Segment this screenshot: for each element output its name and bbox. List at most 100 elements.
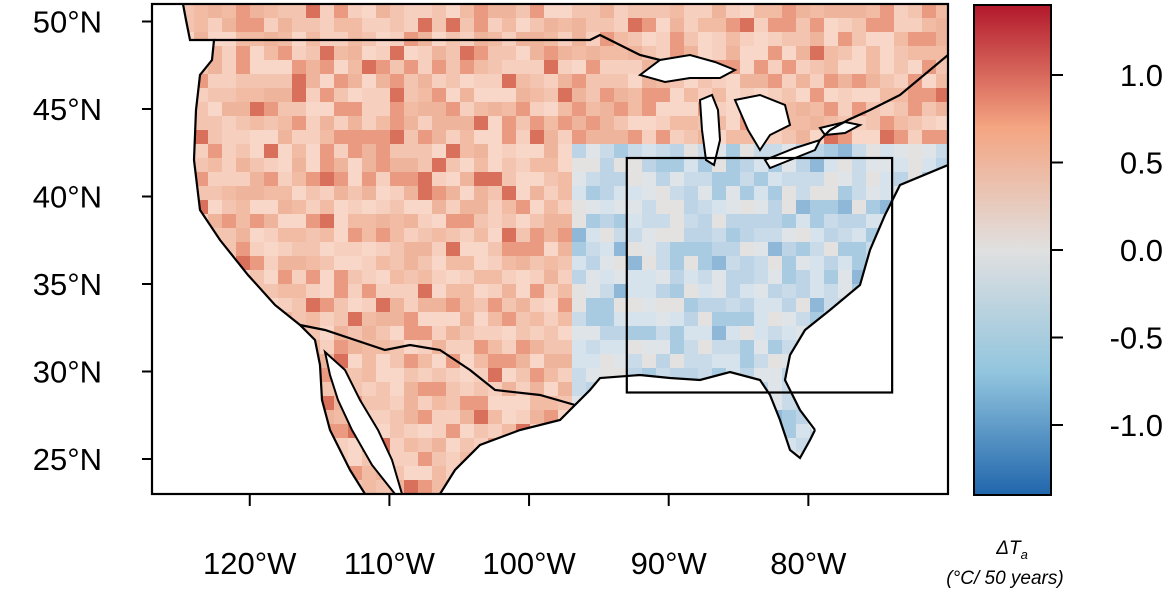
- grid-cell: [544, 354, 558, 368]
- grid-cell: [726, 326, 740, 340]
- grid-cell: [222, 116, 236, 130]
- grid-cell: [558, 312, 572, 326]
- grid-cell: [684, 88, 698, 102]
- grid-cell: [446, 312, 460, 326]
- grid-cell: [894, 158, 908, 172]
- grid-cell: [236, 102, 250, 116]
- grid-cell: [936, 144, 948, 158]
- grid-cell: [348, 172, 362, 186]
- grid-cell: [586, 312, 600, 326]
- grid-cell: [320, 144, 334, 158]
- grid-cell: [320, 116, 334, 130]
- grid-cell: [614, 130, 628, 144]
- grid-cell: [418, 88, 432, 102]
- canada-us-border: [214, 33, 661, 62]
- grid-cell: [782, 284, 796, 298]
- grid-cell: [362, 158, 376, 172]
- grid-cell: [614, 354, 628, 368]
- grid-cell: [376, 298, 390, 312]
- grid-cell: [306, 74, 320, 88]
- grid-cell: [320, 74, 334, 88]
- grid-cell: [838, 4, 852, 18]
- grid-cell: [446, 270, 460, 284]
- grid-cell: [390, 4, 404, 18]
- grid-cell: [894, 4, 908, 18]
- grid-cell: [614, 326, 628, 340]
- grid-cell: [628, 214, 642, 228]
- grid-cell: [404, 46, 418, 60]
- grid-cell: [236, 4, 250, 18]
- grid-cell: [936, 4, 948, 18]
- grid-cell: [348, 130, 362, 144]
- grid-cell: [908, 116, 922, 130]
- grid-cell: [684, 130, 698, 144]
- grid-cell: [852, 144, 866, 158]
- grid-cell: [474, 312, 488, 326]
- grid-cell: [418, 158, 432, 172]
- grid-cell: [530, 410, 544, 424]
- grid-cell: [558, 284, 572, 298]
- grid-cell: [418, 368, 432, 382]
- grid-cell: [726, 214, 740, 228]
- grid-cell: [194, 116, 208, 130]
- grid-cell: [432, 102, 446, 116]
- grid-cell: [376, 410, 390, 424]
- grid-cell: [740, 228, 754, 242]
- grid-cell: [446, 116, 460, 130]
- grid-cell: [936, 74, 948, 88]
- grid-cell: [684, 340, 698, 354]
- grid-cell: [446, 410, 460, 424]
- grid-cell: [572, 88, 586, 102]
- grid-cell: [460, 144, 474, 158]
- grid-cell: [278, 74, 292, 88]
- grid-cell: [810, 284, 824, 298]
- grid-cell: [628, 144, 642, 158]
- grid-cell: [600, 18, 614, 32]
- grid-cell: [768, 186, 782, 200]
- grid-cell: [474, 382, 488, 396]
- grid-cell: [880, 186, 894, 200]
- grid-cell: [222, 88, 236, 102]
- grid-cell: [572, 368, 586, 382]
- grid-cell: [460, 60, 474, 74]
- grid-cell: [390, 200, 404, 214]
- grid-cell: [446, 340, 460, 354]
- grid-cell: [684, 18, 698, 32]
- grid-cell: [278, 18, 292, 32]
- grid-cell: [866, 74, 880, 88]
- grid-cell: [768, 256, 782, 270]
- grid-cell: [376, 130, 390, 144]
- grid-cell: [446, 200, 460, 214]
- grid-cell: [810, 46, 824, 60]
- grid-cell: [740, 46, 754, 60]
- grid-cell: [572, 242, 586, 256]
- grid-cell: [320, 102, 334, 116]
- grid-cell: [768, 88, 782, 102]
- grid-cell: [488, 214, 502, 228]
- grid-cell: [460, 298, 474, 312]
- grid-cell: [334, 60, 348, 74]
- grid-cell: [754, 284, 768, 298]
- grid-cell: [236, 46, 250, 60]
- grid-cell: [362, 46, 376, 60]
- grid-cell: [320, 88, 334, 102]
- east-coast: [783, 163, 948, 431]
- grid-cell: [586, 18, 600, 32]
- grid-cell: [348, 326, 362, 340]
- grid-cell: [474, 368, 488, 382]
- grid-cell: [488, 102, 502, 116]
- grid-cell: [936, 18, 948, 32]
- grid-cell: [474, 88, 488, 102]
- grid-cell: [488, 88, 502, 102]
- grid-cell: [292, 4, 306, 18]
- grid-cell: [852, 214, 866, 228]
- grid-cell: [670, 298, 684, 312]
- grid-cell: [824, 270, 838, 284]
- grid-cell: [768, 60, 782, 74]
- grid-cell: [922, 88, 936, 102]
- grid-cell: [306, 200, 320, 214]
- grid-cell: [852, 4, 866, 18]
- grid-cell: [488, 340, 502, 354]
- grid-cell: [264, 172, 278, 186]
- grid-cell: [572, 200, 586, 214]
